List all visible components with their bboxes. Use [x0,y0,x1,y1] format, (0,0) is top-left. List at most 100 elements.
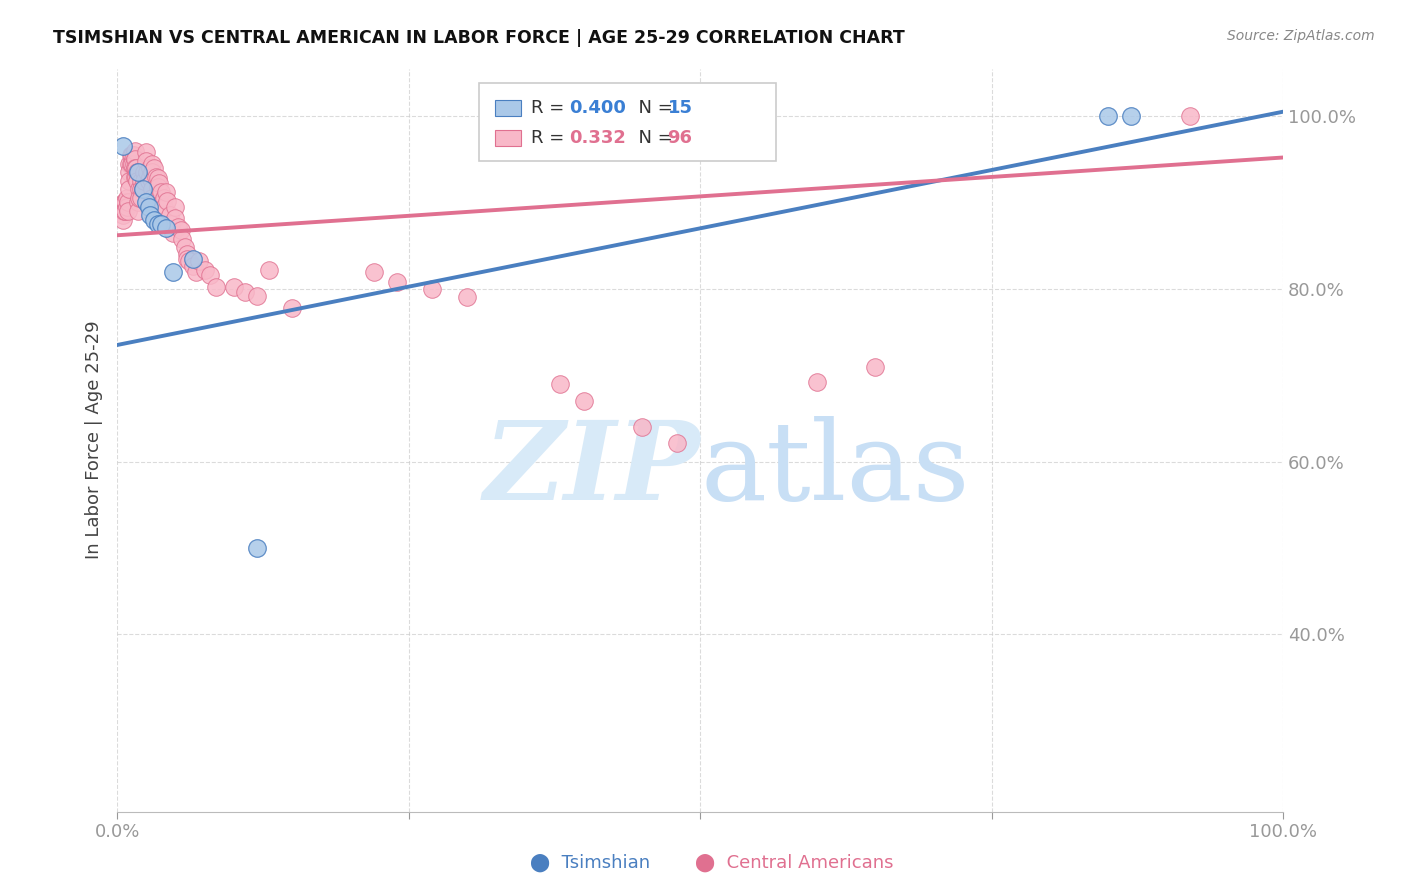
Point [125,174,148,188]
Point [135,153,157,168]
Point [124,144,146,158]
Point [246,289,269,303]
Point [194,262,217,277]
Point [665,435,688,450]
Point [572,394,595,409]
Point [1121,109,1143,123]
Point [120,148,142,162]
Point [162,226,184,240]
Point [118,174,141,188]
Text: atlas: atlas [700,417,970,524]
Point [115,191,138,205]
Point [127,204,149,219]
Point [121,148,143,162]
Point [139,208,162,222]
Text: 96: 96 [668,129,692,147]
Point [128,191,150,205]
Point [143,212,166,227]
Text: 0.332: 0.332 [569,129,627,147]
Point [118,165,141,179]
Point [117,204,139,219]
Point [136,165,159,179]
Point [205,280,228,294]
Point [132,182,155,196]
Point [172,232,194,246]
Text: ZIP: ZIP [484,416,700,524]
Point [181,252,204,266]
Point [176,252,198,266]
Point [222,280,245,294]
Point [138,174,160,188]
Point [135,145,157,160]
Point [146,171,169,186]
Point [181,260,204,274]
Point [363,264,385,278]
Point [132,165,155,179]
Point [114,195,136,210]
Point [129,191,152,205]
Point [118,156,141,170]
Point [111,208,134,222]
Point [141,174,163,188]
Point [127,195,149,210]
Point [1097,109,1119,123]
Point [173,240,195,254]
Point [112,195,135,210]
Point [420,282,443,296]
Point [153,200,176,214]
Point [111,200,134,214]
Point [176,247,198,261]
Point [121,156,143,170]
Point [155,185,177,199]
Point [281,301,304,315]
Text: R =: R = [531,129,569,147]
Point [112,204,135,219]
Point [141,182,163,196]
Point [156,194,179,208]
Point [111,204,134,219]
Y-axis label: In Labor Force | Age 25-29: In Labor Force | Age 25-29 [86,321,103,559]
Text: TSIMSHIAN VS CENTRAL AMERICAN IN LABOR FORCE | AGE 25-29 CORRELATION CHART: TSIMSHIAN VS CENTRAL AMERICAN IN LABOR F… [53,29,905,46]
Point [165,211,187,225]
Point [162,264,184,278]
Point [139,169,162,184]
Point [124,161,146,175]
Point [124,169,146,184]
Point [385,275,408,289]
Text: 15: 15 [668,99,692,117]
Point [111,139,134,153]
Point [166,219,188,234]
Point [115,200,138,214]
Point [863,359,886,374]
Point [143,161,166,175]
Point [246,541,269,555]
Point [155,221,177,235]
Text: N =: N = [627,129,678,147]
Point [150,197,173,211]
Point [235,285,257,300]
FancyBboxPatch shape [478,83,776,161]
Point [128,182,150,196]
Point [150,185,173,199]
Point [548,376,571,391]
Point [135,195,157,210]
Point [129,182,152,196]
Point [129,174,152,188]
Point [132,182,155,196]
Point [153,191,176,205]
Point [179,254,201,268]
Point [165,200,187,214]
Point [127,165,149,179]
Point [806,375,828,389]
Point [118,182,141,196]
Point [146,180,169,194]
Point [186,264,208,278]
Point [150,217,173,231]
Point [148,177,170,191]
Point [122,148,145,162]
Point [630,420,652,434]
Point [146,217,169,231]
Text: ⬤  Central Americans: ⬤ Central Americans [695,854,894,872]
Point [111,212,134,227]
Text: Source: ZipAtlas.com: Source: ZipAtlas.com [1227,29,1375,43]
